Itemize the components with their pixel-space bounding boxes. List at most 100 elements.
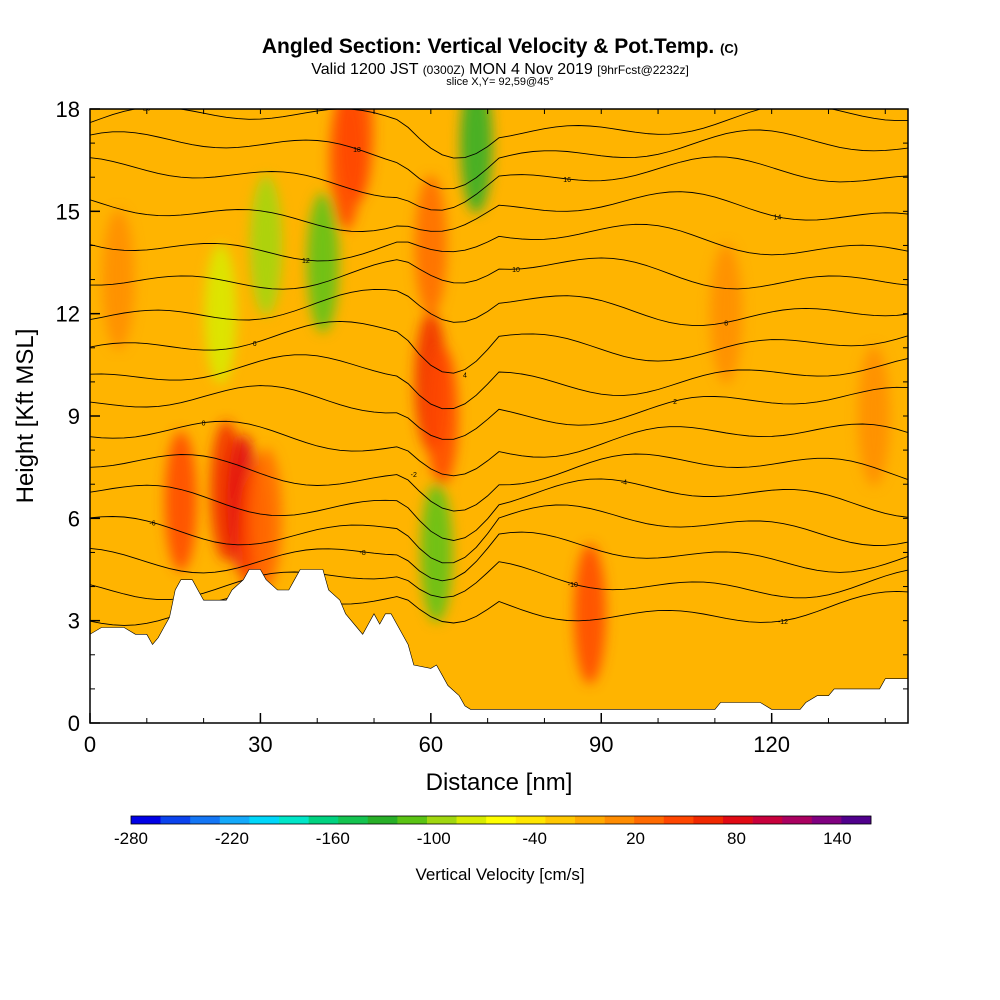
isentrope-line xyxy=(90,385,908,440)
velocity-field xyxy=(102,109,890,684)
isentrope-line xyxy=(90,420,908,477)
colorbar-swatch xyxy=(160,816,191,824)
velocity-cell xyxy=(857,346,890,486)
chart-subtitle: Valid 1200 JST (0300Z) MON 4 Nov 2019 [9… xyxy=(0,61,1000,79)
isentrope-label: 8 xyxy=(724,320,728,327)
y-tick-label: 9 xyxy=(68,404,80,429)
colorbar-tick-label: -40 xyxy=(522,829,547,848)
colorbar-swatch xyxy=(367,816,398,824)
title-main: Angled Section: Vertical Velocity & Pot.… xyxy=(261,35,715,58)
colorbar-swatch xyxy=(456,816,487,824)
colorbar-swatch xyxy=(663,816,694,824)
x-tick-label: 30 xyxy=(248,732,272,757)
isentrope-label: 18 xyxy=(353,147,361,154)
velocity-cell xyxy=(420,482,453,623)
isentrope-line xyxy=(90,129,908,190)
colorbar-swatch xyxy=(782,816,813,824)
colorbar: -280 -220 -160 -100 -40 20 80 140 xyxy=(114,815,872,848)
x-axis-title: Distance [nm] xyxy=(426,769,573,796)
colorbar-swatch xyxy=(841,816,872,824)
x-tick-label: 120 xyxy=(753,732,790,757)
valid-utc: (0300Z) xyxy=(422,63,465,77)
colorbar-swatch xyxy=(723,816,753,824)
terrain xyxy=(90,569,908,723)
colorbar-swatch xyxy=(219,816,250,824)
isentrope-line xyxy=(90,531,908,582)
colorbar-tick-label: 20 xyxy=(626,829,645,848)
colorbar-swatch xyxy=(545,816,576,824)
velocity-cell xyxy=(250,175,283,316)
isentrope-line xyxy=(90,354,908,410)
velocity-cell xyxy=(573,543,606,684)
y-tick-label: 12 xyxy=(56,302,80,327)
isentrope-label: -12 xyxy=(778,619,788,626)
valid-date: MON 4 Nov 2019 xyxy=(469,61,593,78)
isentrope-line xyxy=(90,288,908,326)
colorbar-swatch xyxy=(515,816,546,824)
isentrope-label: -4 xyxy=(621,479,627,486)
colorbar-swatch xyxy=(427,816,457,824)
y-tick-label: 18 xyxy=(56,97,80,122)
valid-prefix: Valid 1200 JST xyxy=(311,61,419,78)
x-tick-label: 90 xyxy=(589,732,613,757)
colorbar-tick-label: 80 xyxy=(727,829,746,848)
velocity-cell xyxy=(710,243,743,384)
isentrope-label: -2 xyxy=(411,472,417,479)
colorbar-tick-label: -280 xyxy=(114,829,148,848)
colorbar-swatch xyxy=(131,816,161,824)
isentrope-label: 4 xyxy=(463,372,467,379)
isentrope-line xyxy=(90,478,908,541)
isentrope-line xyxy=(90,109,908,159)
colorbar-swatch xyxy=(486,816,517,824)
isentrope-label: 6 xyxy=(253,341,257,348)
velocity-cell xyxy=(460,109,493,214)
velocity-cell xyxy=(426,346,459,486)
colorbar-tick-label: 140 xyxy=(823,829,851,848)
x-tick-label: 0 xyxy=(84,732,96,757)
x-axis: 0 30 60 90 120 xyxy=(84,109,886,757)
velocity-cell xyxy=(306,192,339,333)
isentrope-line xyxy=(90,223,908,262)
colorbar-swatch xyxy=(811,816,842,824)
forecast-info: [9hrFcst@2232z] xyxy=(597,63,689,77)
colorbar-swatch xyxy=(397,816,428,824)
y-tick-label: 3 xyxy=(68,609,80,634)
isentrope-label: 14 xyxy=(773,215,781,222)
colorbar-swatch xyxy=(249,816,280,824)
colorbar-tick-label: -100 xyxy=(417,829,451,848)
colorbar-swatch xyxy=(634,816,665,824)
isentrope-line xyxy=(90,590,908,626)
velocity-cell xyxy=(204,243,237,384)
slice-info: slice X,Y= 92,59@45° xyxy=(446,76,554,88)
colorbar-swatch xyxy=(604,816,635,824)
colorbar-title: Vertical Velocity [cm/s] xyxy=(415,865,584,884)
isentrope-line xyxy=(90,257,908,290)
velocity-cell xyxy=(414,175,447,316)
velocity-cell xyxy=(250,448,283,589)
isentrope-label: 12 xyxy=(302,258,310,265)
colorbar-swatch xyxy=(279,816,309,824)
velocity-cell xyxy=(164,431,197,572)
isentrope-label: -10 xyxy=(568,582,578,589)
colorbar-swatch xyxy=(308,816,339,824)
potential-temperature-contours: 20181614121086420-2-4-6-8-10-12 xyxy=(90,109,908,626)
isentrope-line xyxy=(90,320,908,374)
colorbar-tick-label: -160 xyxy=(316,829,350,848)
colorbar-swatch xyxy=(752,816,783,824)
isentrope-line xyxy=(90,561,908,601)
y-axis-title: Height [Kft MSL] xyxy=(12,329,39,504)
isentrope-label: 10 xyxy=(512,267,520,274)
x-tick-label: 60 xyxy=(419,732,443,757)
title-unit: (C) xyxy=(720,41,739,56)
velocity-cell xyxy=(340,109,373,203)
isentrope-label: -8 xyxy=(360,550,366,557)
y-axis: 0 3 6 9 12 15 18 xyxy=(56,97,908,736)
y-tick-label: 0 xyxy=(68,711,80,736)
isentrope-line xyxy=(90,453,908,512)
colorbar-swatch xyxy=(338,816,369,824)
chart-title: Angled Section: Vertical Velocity & Pot.… xyxy=(0,35,1000,59)
colorbar-swatch xyxy=(575,816,605,824)
isentrope-label: 16 xyxy=(563,177,571,184)
isentrope-line xyxy=(90,191,908,232)
